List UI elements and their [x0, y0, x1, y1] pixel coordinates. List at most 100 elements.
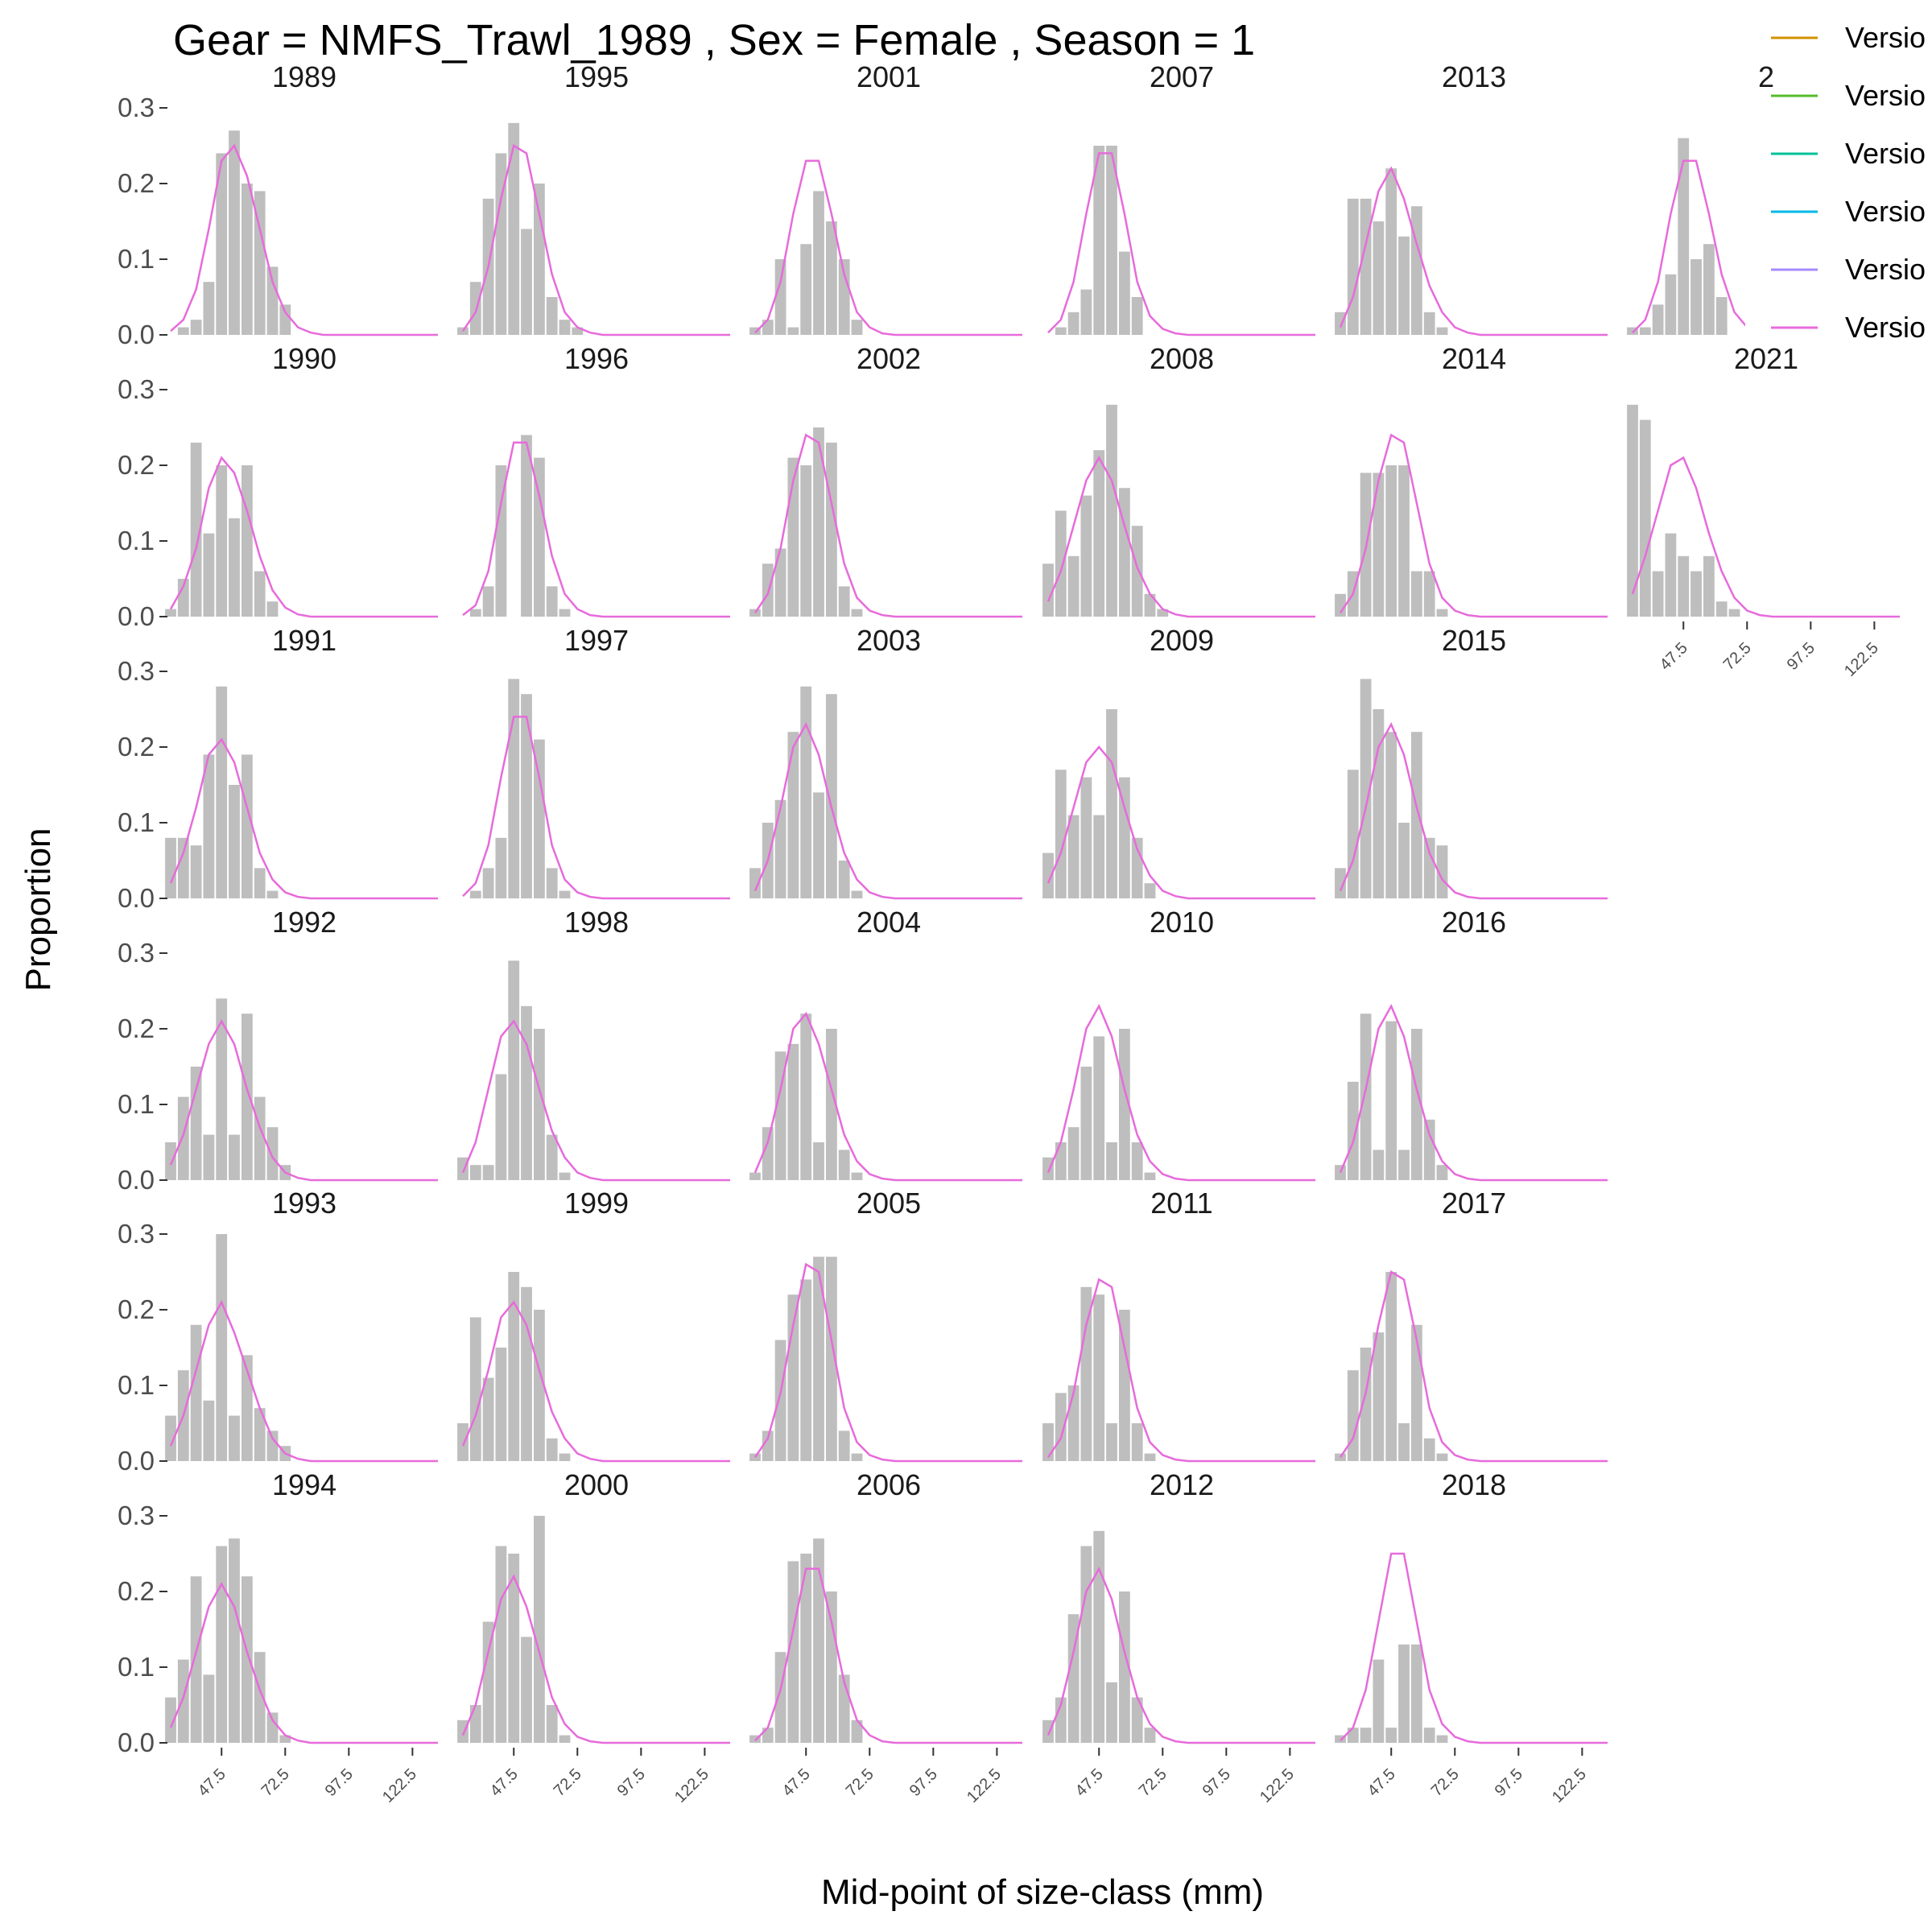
observed-bar	[1067, 1614, 1080, 1743]
facet-panel-2017: 2017	[1335, 1187, 1608, 1463]
observed-bar	[495, 1348, 507, 1461]
facet-panel-1998: 1998	[457, 906, 730, 1182]
x-tick-label: 97.5	[1492, 1765, 1526, 1800]
predicted-line	[169, 1299, 438, 1463]
observed-bar	[457, 1423, 469, 1461]
observed-bar	[826, 1591, 837, 1743]
observed-bar	[482, 1377, 494, 1461]
facet-strip-label: 2006	[857, 1468, 921, 1501]
predicted-line	[1339, 433, 1608, 618]
plot-area	[749, 1538, 1022, 1744]
observed-bar	[229, 1538, 240, 1743]
x-tick-label: 122.5	[379, 1765, 420, 1806]
plot-area	[1627, 404, 1900, 618]
observed-bar	[203, 754, 215, 898]
facet-panel-2004: 2004	[749, 906, 1022, 1182]
observed-bar	[762, 320, 774, 335]
facet-strip-label: 1990	[272, 342, 336, 375]
observed-bar	[203, 533, 215, 617]
observed-bar	[266, 1430, 279, 1461]
observed-bar	[1144, 1728, 1156, 1743]
observed-bar	[1423, 312, 1435, 335]
observed-bar	[190, 1324, 202, 1461]
observed-bar	[203, 282, 215, 335]
observed-bar	[1106, 146, 1117, 335]
observed-bar	[1411, 571, 1422, 617]
observed-bar	[457, 1157, 469, 1180]
observed-bar	[242, 1013, 253, 1180]
plot-area	[1335, 679, 1608, 900]
observed-bar	[508, 960, 520, 1180]
plot-area	[457, 122, 730, 336]
observed-bar	[762, 1728, 774, 1743]
observed-bar	[1055, 770, 1067, 898]
observed-bar	[774, 799, 786, 898]
x-tick-label: 47.5	[1364, 1765, 1399, 1800]
observed-bar	[190, 1067, 202, 1180]
observed-bar	[762, 1430, 774, 1461]
observed-bar	[1042, 564, 1054, 617]
observed-bar	[1131, 297, 1143, 335]
observed-bar	[1373, 709, 1385, 898]
predicted-line	[1339, 166, 1608, 336]
observed-bar	[546, 297, 558, 335]
plot-area	[170, 130, 438, 336]
observed-bar	[546, 1438, 558, 1461]
predicted-line	[461, 1019, 730, 1182]
observed-bar	[203, 1134, 215, 1180]
observed-bar	[1106, 1682, 1117, 1743]
facet-panel-2006: 2006 47.5 72.5 97.5 122.5	[749, 1468, 1022, 1806]
legend-label: Versio	[1845, 253, 1926, 286]
observed-bar	[1080, 495, 1092, 617]
predicted-line	[169, 456, 438, 618]
observed-bar	[508, 1554, 520, 1743]
observed-bar	[1385, 1272, 1397, 1461]
observed-bar	[1055, 327, 1067, 335]
observed-bar	[190, 1576, 202, 1743]
observed-bar	[229, 130, 240, 335]
x-tick-label: 72.5	[1136, 1765, 1170, 1800]
predicted-line	[754, 159, 1022, 336]
observed-bar	[1055, 1697, 1067, 1743]
observed-bar	[203, 1674, 215, 1743]
plot-area	[749, 686, 1022, 900]
x-tick-label: 47.5	[1657, 639, 1691, 674]
x-tick-label: 97.5	[906, 1765, 941, 1800]
observed-bar	[1728, 609, 1740, 617]
observed-bar	[813, 427, 824, 617]
facet-strip-label: 1998	[564, 906, 629, 939]
observed-bar	[1119, 488, 1130, 617]
observed-bar	[469, 609, 481, 617]
y-tick-label: 0.1	[118, 807, 155, 837]
observed-bar	[177, 579, 189, 617]
observed-bar	[838, 586, 850, 617]
observed-bar	[1080, 777, 1092, 898]
plot-area	[165, 686, 438, 900]
observed-bar	[1373, 473, 1385, 617]
plot-area	[1042, 404, 1315, 618]
facet-strip-label: 2001	[857, 60, 921, 93]
facet-panel-1997: 1997	[462, 624, 730, 900]
observed-bar	[469, 890, 481, 898]
observed-bar	[534, 457, 545, 617]
predicted-line	[170, 143, 438, 336]
plot-area	[165, 1234, 438, 1463]
facet-panel-2001: 2001	[749, 60, 1022, 336]
observed-bar	[508, 679, 520, 898]
predicted-line	[753, 721, 1022, 900]
observed-bar	[229, 518, 240, 617]
observed-bar	[1055, 510, 1067, 617]
observed-bar	[1398, 823, 1410, 898]
observed-bar	[826, 1029, 837, 1180]
facet-panel-2018: 2018 47.5 72.5 97.5 122.5	[1335, 1468, 1608, 1806]
observed-bar	[838, 861, 850, 898]
legend-label: Versio	[1845, 21, 1926, 54]
y-tick-label: 0.0	[118, 1165, 155, 1195]
observed-bar	[254, 1408, 266, 1461]
observed-bar	[457, 1719, 469, 1743]
observed-bar	[851, 1719, 863, 1743]
observed-bar	[1652, 571, 1664, 617]
observed-bar	[266, 266, 279, 335]
facet-strip-label: 2013	[1442, 60, 1506, 93]
x-tick-label: 72.5	[1720, 639, 1755, 674]
